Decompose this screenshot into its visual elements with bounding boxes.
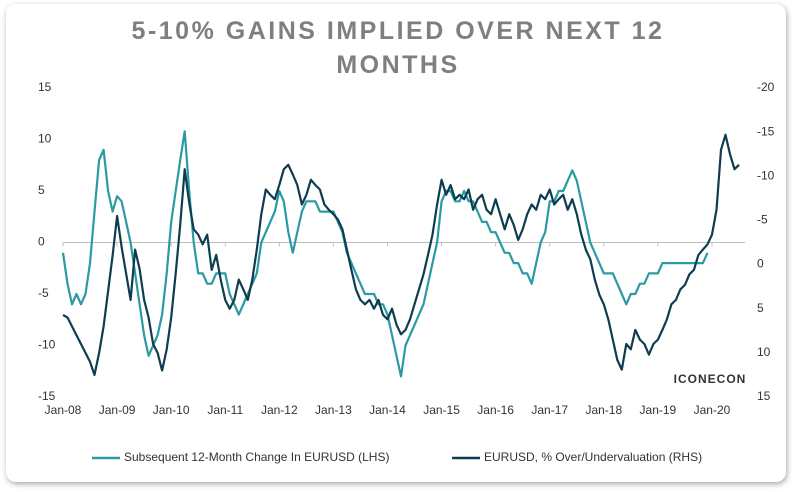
series-line bbox=[62, 133, 740, 376]
x-tick-label: Jan-15 bbox=[423, 403, 460, 417]
y2-tick-label: 5 bbox=[757, 301, 764, 315]
y-tick-label: -5 bbox=[38, 286, 49, 300]
x-tick-label: Jan-19 bbox=[640, 403, 677, 417]
chart-title: 5-10% GAINS IMPLIED OVER NEXT 12 MONTHS bbox=[131, 17, 665, 79]
series-line bbox=[61, 130, 709, 378]
y2-tick-label: -10 bbox=[757, 168, 775, 182]
y2-tick-label: -20 bbox=[757, 80, 775, 94]
y2-tick-label: 0 bbox=[757, 257, 764, 271]
y2-tick-label: 10 bbox=[757, 345, 771, 359]
x-tick-label: Jan-14 bbox=[369, 403, 406, 417]
x-tick-label: Jan-17 bbox=[531, 403, 568, 417]
y-tick-label: -15 bbox=[38, 389, 56, 403]
logo: ICONECON bbox=[674, 372, 747, 386]
x-tick-label: Jan-16 bbox=[477, 403, 514, 417]
y2-tick-label: -5 bbox=[757, 213, 768, 227]
y-tick-label: -10 bbox=[38, 338, 56, 352]
y-tick-label: 0 bbox=[38, 235, 45, 249]
x-tick-label: Jan-11 bbox=[207, 403, 243, 417]
y2-tick-label: 15 bbox=[757, 389, 771, 403]
y2-tick-label: -15 bbox=[757, 124, 775, 138]
y-tick-label: 15 bbox=[38, 80, 52, 94]
legend-label: EURUSD, % Over/Undervaluation (RHS) bbox=[484, 450, 702, 464]
y-tick-label: 5 bbox=[38, 183, 45, 197]
x-tick-label: Jan-13 bbox=[315, 403, 352, 417]
x-tick-label: Jan-09 bbox=[99, 403, 136, 417]
x-tick-label: Jan-10 bbox=[153, 403, 190, 417]
legend-label: Subsequent 12-Month Change In EURUSD (LH… bbox=[124, 450, 389, 464]
y-tick-label: 10 bbox=[38, 132, 52, 146]
x-tick-label: Jan-12 bbox=[261, 403, 298, 417]
x-tick-label: Jan-08 bbox=[45, 403, 82, 417]
x-tick-label: Jan-18 bbox=[585, 403, 622, 417]
x-tick-label: Jan-20 bbox=[694, 403, 731, 417]
